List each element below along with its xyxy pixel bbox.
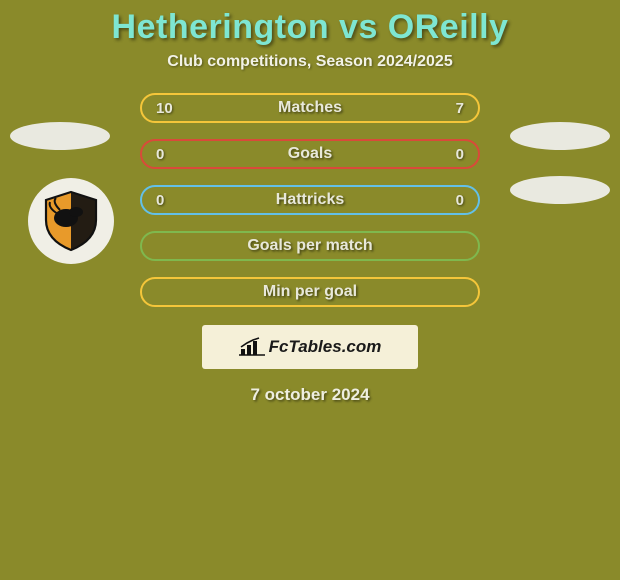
brand-box: FcTables.com <box>202 325 418 369</box>
stat-row-goals-per-match: Goals per match <box>140 231 480 261</box>
stat-row-min-per-goal: Min per goal <box>140 277 480 307</box>
page-subtitle: Club competitions, Season 2024/2025 <box>0 53 620 71</box>
stat-label: Matches <box>278 99 342 117</box>
stat-row-goals: 0 Goals 0 <box>140 139 480 169</box>
stat-label: Hattricks <box>276 191 344 209</box>
stat-row-hattricks: 0 Hattricks 0 <box>140 185 480 215</box>
brand-label: FcTables.com <box>269 337 382 357</box>
stat-label: Min per goal <box>263 283 357 301</box>
stat-right-value: 0 <box>440 192 464 209</box>
date-label: 7 october 2024 <box>0 385 620 405</box>
stat-rows: 10 Matches 7 0 Goals 0 0 Hattricks 0 Goa… <box>0 93 620 307</box>
stat-label: Goals <box>288 145 332 163</box>
page-title: Hetherington vs OReilly <box>0 8 620 47</box>
stat-row-matches: 10 Matches 7 <box>140 93 480 123</box>
stat-left-value: 10 <box>156 100 180 117</box>
stat-right-value: 7 <box>440 100 464 117</box>
stat-left-value: 0 <box>156 192 180 209</box>
bar-chart-icon <box>239 337 265 357</box>
stat-right-value: 0 <box>440 146 464 163</box>
stat-left-value: 0 <box>156 146 180 163</box>
stat-label: Goals per match <box>247 237 372 255</box>
comparison-panel: Hetherington vs OReilly Club competition… <box>0 0 620 405</box>
